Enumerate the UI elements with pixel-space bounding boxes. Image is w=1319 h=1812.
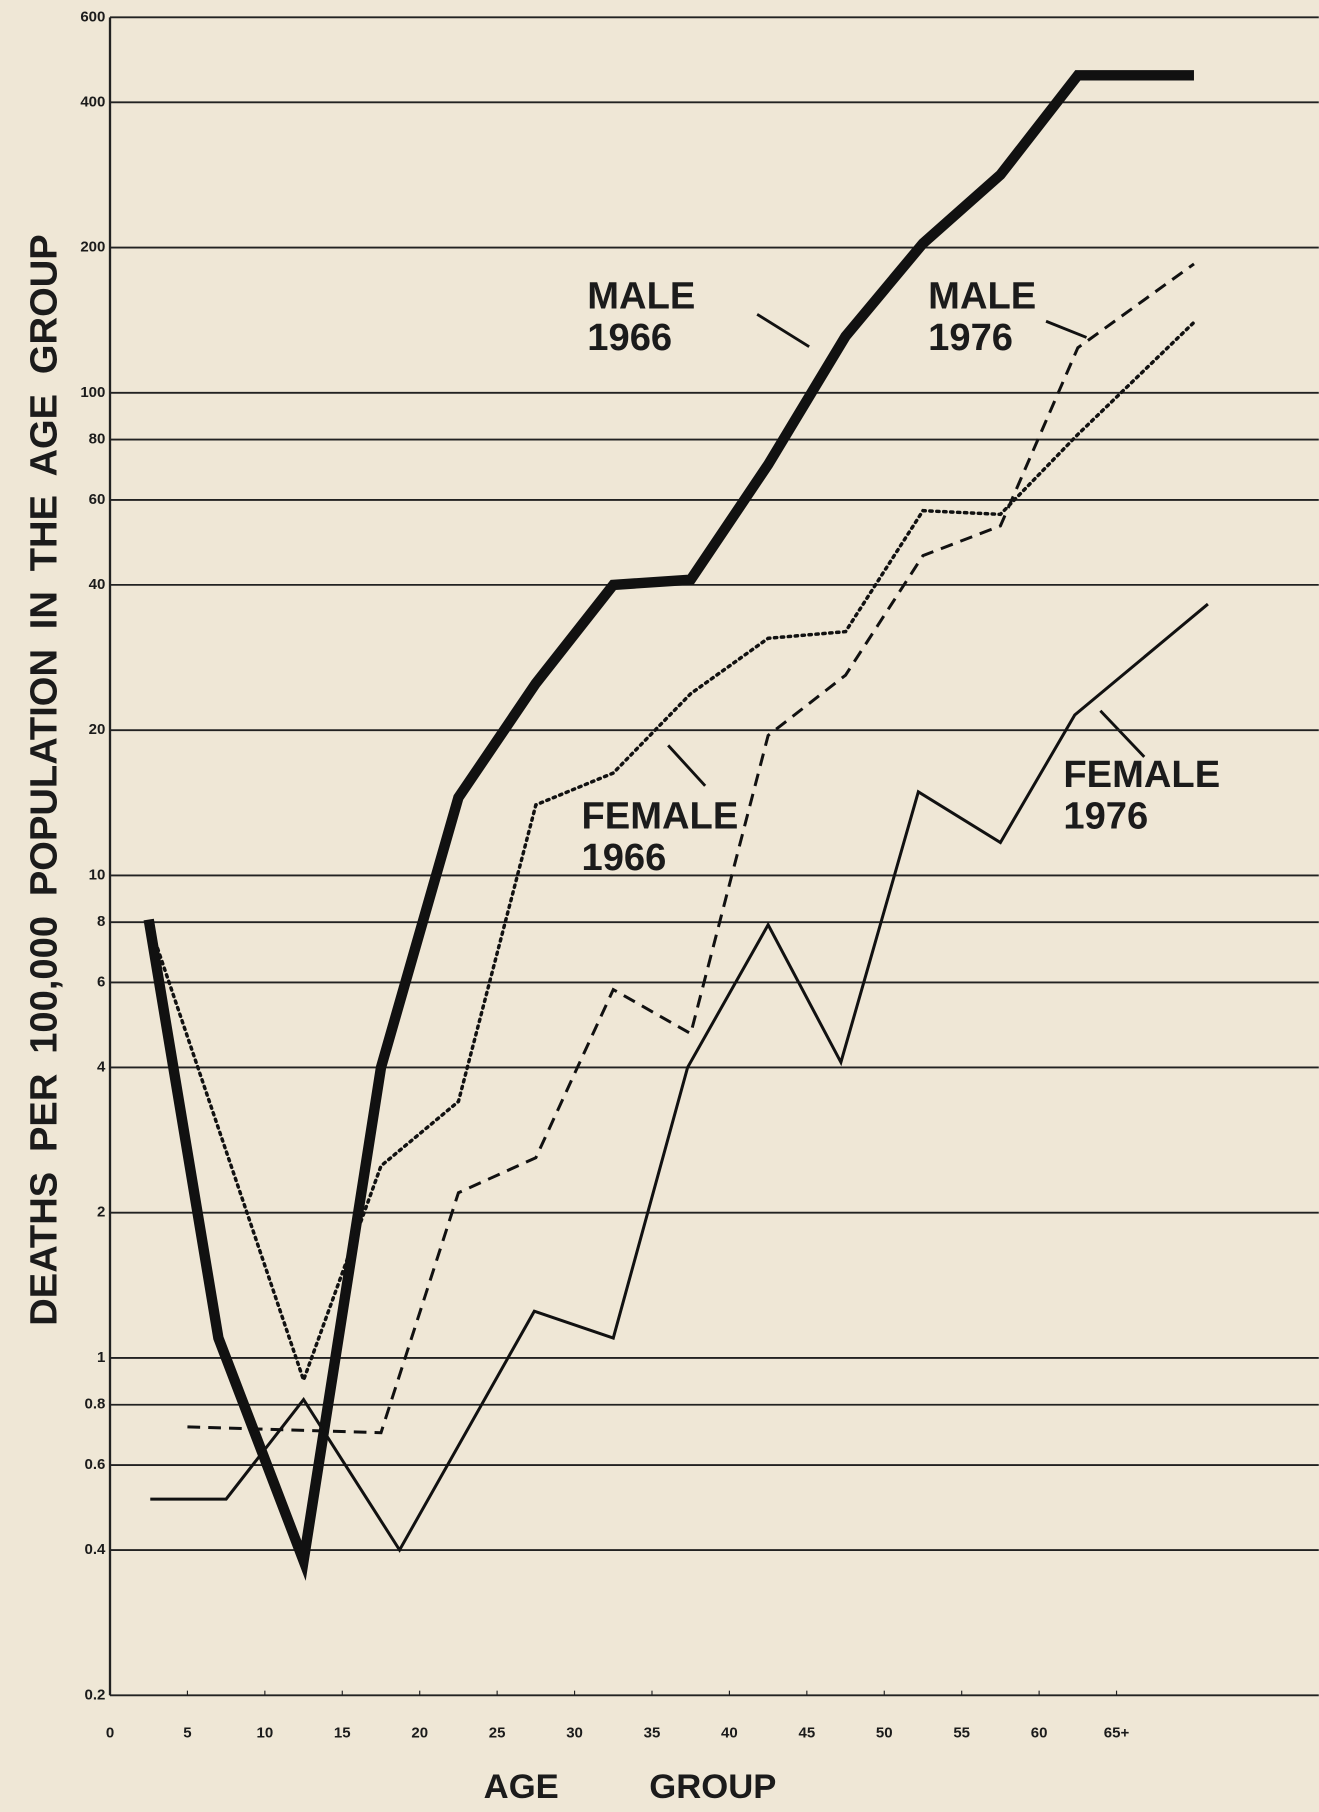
y-tick-label: 2	[97, 1204, 105, 1221]
series-label: MALE 1976	[928, 275, 1037, 359]
y-tick-label: 1	[97, 1349, 105, 1366]
x-tick-label: 10	[257, 1724, 274, 1741]
series-line	[143, 70, 1194, 1581]
series-label-box: FEMALE 1976	[1063, 753, 1221, 837]
x-tick-label: 5	[183, 1724, 191, 1741]
leader-line	[756, 313, 810, 348]
y-tick-label: 0.6	[85, 1456, 106, 1473]
leader-line	[1045, 319, 1088, 339]
y-tick-label: 4	[97, 1058, 106, 1075]
x-tick-label: 30	[566, 1724, 583, 1741]
y-tick-label: 0.8	[85, 1396, 106, 1413]
y-tick-label: 600	[80, 8, 105, 25]
y-tick-label: 20	[89, 721, 106, 738]
y-tick-label: 6	[97, 973, 105, 990]
y-tick-label: 8	[97, 913, 105, 930]
x-tick-label: 0	[106, 1724, 114, 1741]
leader-line	[1099, 709, 1146, 758]
x-tick-label: 15	[334, 1724, 351, 1741]
x-axis-label: AGE GROUP	[484, 1768, 777, 1806]
x-tick-label: 65+	[1104, 1724, 1130, 1741]
series-label: MALE 1966	[587, 275, 696, 359]
y-tick-label: 40	[89, 576, 106, 593]
y-tick-label: 80	[89, 431, 106, 448]
y-tick-label: 400	[80, 93, 105, 110]
series-line	[187, 262, 1195, 1435]
x-tick-label: 25	[489, 1724, 506, 1741]
x-tick-label: 50	[876, 1724, 893, 1741]
y-axis-label: DEATHS PER 100,000 POPULATION IN THE AGE…	[23, 234, 66, 1325]
y-tick-label: 100	[80, 384, 105, 401]
y-tick-label: 10	[89, 866, 106, 883]
x-tick-label: 35	[644, 1724, 661, 1741]
y-tick-label: 200	[80, 239, 105, 256]
series-label-box: MALE 1966	[587, 275, 696, 359]
series-label: FEMALE 1966	[581, 795, 739, 879]
x-tick-label: 45	[798, 1724, 815, 1741]
series-label-box: FEMALE 1966	[581, 795, 739, 879]
series-label-box: MALE 1976	[928, 275, 1037, 359]
series-label: FEMALE 1976	[1063, 753, 1221, 837]
series-line	[146, 320, 1196, 1386]
x-tick-label: 60	[1031, 1724, 1048, 1741]
x-tick-label: 20	[411, 1724, 428, 1741]
y-tick-label: 0.2	[85, 1686, 106, 1703]
leader-line	[667, 744, 707, 787]
y-tick-label: 0.4	[85, 1541, 107, 1558]
series-line	[150, 602, 1209, 1553]
y-tick-label: 60	[89, 491, 106, 508]
x-tick-label: 55	[953, 1724, 970, 1741]
x-tick-label: 40	[721, 1724, 738, 1741]
